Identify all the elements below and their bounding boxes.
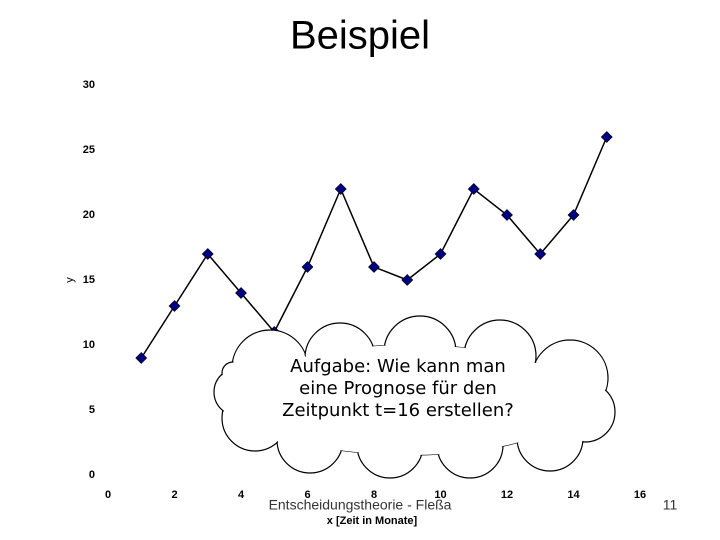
x-tick-label: 10 xyxy=(434,489,446,501)
y-tick-label: 5 xyxy=(89,404,95,416)
y-tick-label: 20 xyxy=(83,209,95,221)
marker xyxy=(334,183,347,195)
marker xyxy=(135,352,148,364)
marker xyxy=(501,209,513,221)
x-tick-label: 12 xyxy=(501,489,513,501)
y-tick-label: 10 xyxy=(83,339,95,351)
x-tick-label: 2 xyxy=(171,489,177,501)
marker xyxy=(600,131,613,143)
marker xyxy=(168,300,181,312)
thought-cloud xyxy=(213,315,616,479)
marker xyxy=(235,287,247,299)
marker xyxy=(201,248,214,260)
x-tick-label: 16 xyxy=(634,489,646,501)
page-number: 11 xyxy=(663,497,678,513)
y-tick-label: 25 xyxy=(83,144,95,156)
x-tick-label: 0 xyxy=(105,489,111,501)
marker xyxy=(301,261,314,273)
x-tick-label: 4 xyxy=(238,489,245,501)
plot: 0 5 10 15 20 25 30 0 2 4 6 8 10 12 14 16 xyxy=(83,79,646,501)
marker xyxy=(567,209,580,221)
x-axis-label: x [Zeit in Monate] xyxy=(327,515,418,527)
annotation-line: Aufgabe: Wie kann man xyxy=(290,356,506,377)
footer: Entscheidungstheorie - Fleßa xyxy=(269,497,452,513)
y-axis-label: y xyxy=(64,277,76,283)
y-tick-label: 0 xyxy=(89,469,95,481)
x-tick-label: 14 xyxy=(567,489,580,501)
annotation-line: Zeitpunkt t=16 erstellen? xyxy=(282,400,514,421)
x-tick-label: 6 xyxy=(304,489,310,501)
y-tick-label: 15 xyxy=(83,274,95,286)
chart-title: Beispiel xyxy=(290,14,430,58)
marker xyxy=(434,248,447,260)
marker xyxy=(467,183,480,195)
y-tick-label: 30 xyxy=(83,79,95,91)
marker xyxy=(401,274,414,286)
annotation-line: eine Prognose für den xyxy=(299,378,497,399)
marker xyxy=(368,261,380,273)
marker xyxy=(534,248,547,260)
x-tick-label: 8 xyxy=(371,489,377,501)
